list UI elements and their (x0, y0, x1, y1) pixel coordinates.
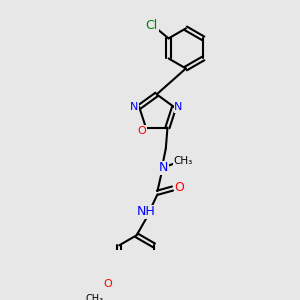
Text: N: N (159, 161, 168, 174)
Text: Cl: Cl (146, 19, 158, 32)
Text: CH₃: CH₃ (85, 294, 103, 300)
Text: N: N (174, 102, 182, 112)
Text: O: O (174, 181, 184, 194)
Text: CH₃: CH₃ (174, 156, 193, 166)
Text: O: O (137, 126, 146, 136)
Text: NH: NH (137, 206, 156, 218)
Text: O: O (103, 279, 112, 289)
Text: N: N (130, 102, 138, 112)
